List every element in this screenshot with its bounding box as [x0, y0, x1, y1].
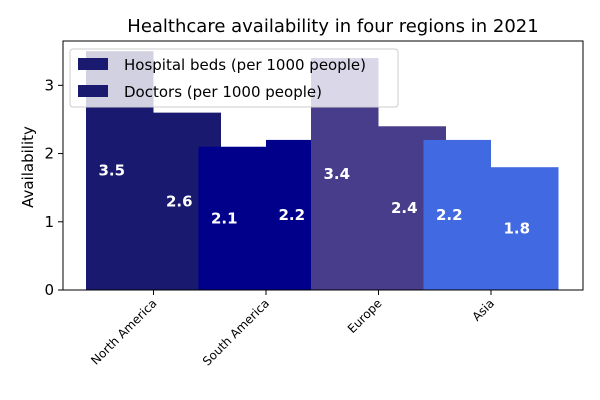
legend-swatch-hospital-beds [78, 58, 108, 70]
legend-swatch-doctors [78, 85, 108, 97]
bar-hospital-beds-3 [423, 139, 491, 290]
value-label-doctors-2: 2.4 [391, 199, 418, 217]
bars-group [86, 51, 559, 291]
chart-title: Healthcare availability in four regions … [127, 16, 538, 37]
x-tick-label-1: South America [200, 296, 272, 368]
x-tick-label-0: North America [88, 296, 159, 367]
y-tick-label-3: 3 [44, 76, 54, 94]
bar-hospital-beds-1 [198, 146, 266, 290]
y-tick-label-1: 1 [44, 213, 54, 231]
value-label-doctors-1: 2.2 [278, 206, 305, 224]
x-axis-ticks: North America South America Europe Asia [88, 290, 497, 368]
legend-label-hospital-beds: Hospital beds (per 1000 people) [124, 56, 366, 74]
bar-doctors-3 [491, 167, 559, 290]
y-axis-ticks: 0 1 2 3 [44, 76, 63, 299]
value-label-hospital-beds-2: 3.4 [323, 165, 350, 183]
x-tick-label-3: Asia [469, 296, 497, 324]
value-label-hospital-beds-0: 3.5 [98, 162, 125, 180]
legend-box [69, 48, 399, 108]
value-label-hospital-beds-3: 2.2 [436, 206, 463, 224]
value-label-doctors-3: 1.8 [503, 220, 530, 238]
value-label-doctors-0: 2.6 [166, 192, 193, 210]
legend-label-doctors: Doctors (per 1000 people) [124, 83, 322, 101]
plot-frame [62, 40, 584, 291]
value-label-hospital-beds-1: 2.1 [211, 209, 238, 227]
value-labels-group: 3.5 2.6 2.1 2.2 3.4 2.4 2.2 1.8 [98, 162, 530, 238]
x-tick-label-2: Europe [345, 296, 385, 336]
y-axis-label: Availability [19, 126, 37, 208]
y-tick-label-2: 2 [44, 145, 54, 163]
legend: Hospital beds (per 1000 people) Doctors … [69, 48, 399, 108]
y-tick-label-0: 0 [44, 281, 54, 299]
